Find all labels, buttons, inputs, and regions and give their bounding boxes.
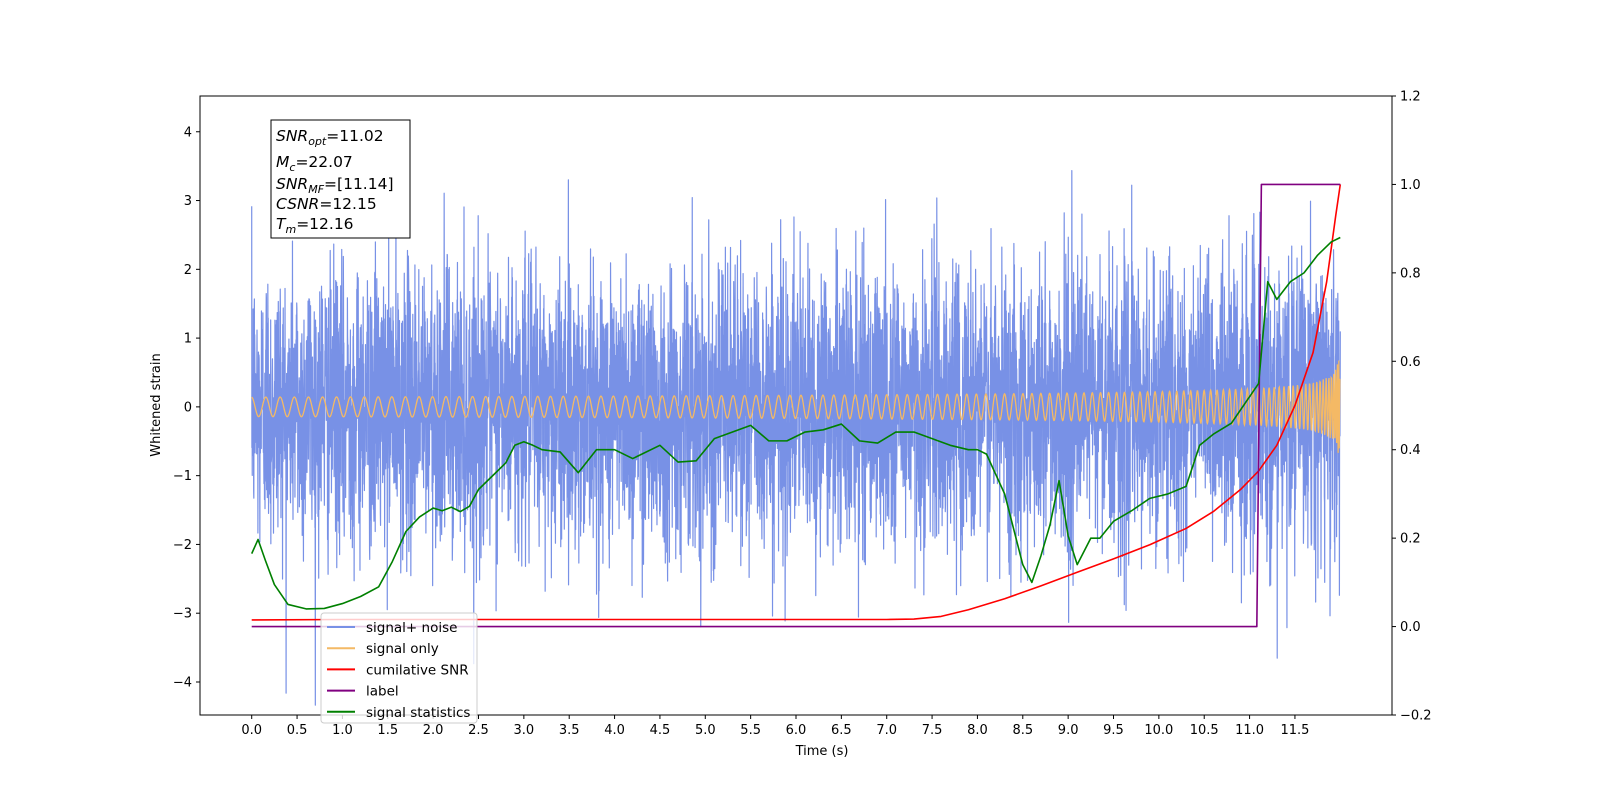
legend-label: cumilative SNR (366, 662, 469, 678)
annotation-box: SNRopt=11.02 Mc=22.07 SNRMF=[11.14] CSNR… (270, 119, 411, 239)
x-tick-label: 6.5 (831, 723, 852, 738)
x-tick-label: 7.0 (876, 723, 897, 738)
x-tick-label: 11.5 (1280, 723, 1309, 738)
annotation-snr-opt: SNRopt=11.02 (276, 127, 384, 148)
x-tick-label: 9.5 (1103, 723, 1124, 738)
y2-tick-label: 1.2 (1400, 90, 1421, 105)
legend-label: signal statistics (366, 705, 470, 721)
y-tick-label: −1 (173, 469, 192, 484)
y-tick-label: 0 (184, 400, 192, 415)
y2-tick-label: 0.2 (1400, 532, 1421, 547)
series-signal-noise (251, 169, 1341, 706)
legend-label: signal only (366, 641, 439, 657)
annotation-mc: Mc=22.07 (276, 153, 353, 174)
legend-label: label (366, 684, 399, 700)
x-tick-label: 10.0 (1144, 723, 1173, 738)
x-tick-label: 3.0 (514, 723, 535, 738)
x-tick-label: 2.5 (468, 723, 489, 738)
series-signal-only (251, 360, 1341, 453)
y-tick-label: 3 (184, 194, 192, 209)
x-tick-label: 7.5 (922, 723, 943, 738)
legend: signal+ noise signal only cumilative SNR la… (320, 612, 478, 724)
y-tick-label: 4 (184, 125, 192, 140)
x-tick-label: 5.0 (695, 723, 716, 738)
y2-tick-label: 1.0 (1400, 178, 1421, 193)
annotation-csnr: CSNR=12.15 (276, 195, 377, 213)
series-signal-statistics (250, 236, 1341, 610)
y-tick-label: −4 (173, 675, 192, 690)
x-tick-label: 6.0 (786, 723, 807, 738)
x-axis: 0.0 0.5 1.0 1.5 2.0 2.5 3.0 3.5 4.0 4.5 5.0 5.5 6.0 6… (241, 715, 1309, 738)
y-axis-left: 4 3 2 1 0 −1 −2 −3 −4 (173, 125, 200, 690)
legend-label: signal+ noise (366, 620, 457, 636)
x-tick-label: 1.5 (377, 723, 398, 738)
series-label (251, 183, 1341, 628)
annotation-snr-mf: SNRMF=[11.14] (276, 175, 394, 196)
x-tick-label: 11.0 (1235, 723, 1264, 738)
x-axis-label: Time (s) (795, 744, 849, 759)
series-cumulative-snr (251, 184, 1342, 621)
x-tick-label: 4.5 (650, 723, 671, 738)
y2-tick-label: 0.0 (1400, 620, 1421, 635)
y-axis-right: 1.2 1.0 0.8 0.6 0.4 0.2 0.0 −0.2 (1392, 90, 1432, 724)
x-tick-label: 8.5 (1012, 723, 1033, 738)
y-tick-label: 1 (184, 332, 192, 347)
x-tick-label: 1.0 (332, 723, 353, 738)
x-tick-label: 3.5 (559, 723, 580, 738)
x-tick-label: 4.0 (604, 723, 625, 738)
x-tick-label: 2.0 (423, 723, 444, 738)
y-tick-label: −2 (173, 538, 192, 553)
y2-tick-label: 0.8 (1400, 266, 1421, 281)
plot-area (250, 169, 1342, 706)
x-tick-label: 10.5 (1190, 723, 1219, 738)
x-tick-label: 5.5 (740, 723, 761, 738)
x-tick-label: 8.0 (967, 723, 988, 738)
y-axis-label: Whitened strain (149, 353, 164, 456)
x-tick-label: 9.0 (1058, 723, 1079, 738)
y-tick-label: −3 (173, 607, 192, 622)
annotation-tm: Tm=12.16 (276, 215, 354, 236)
y2-tick-label: 0.4 (1400, 443, 1421, 458)
x-tick-label: 0.5 (287, 723, 308, 738)
y-tick-label: 2 (184, 263, 192, 278)
y2-tick-label: −0.2 (1400, 709, 1432, 724)
x-tick-label: 0.0 (241, 723, 262, 738)
y2-tick-label: 0.6 (1400, 355, 1421, 370)
